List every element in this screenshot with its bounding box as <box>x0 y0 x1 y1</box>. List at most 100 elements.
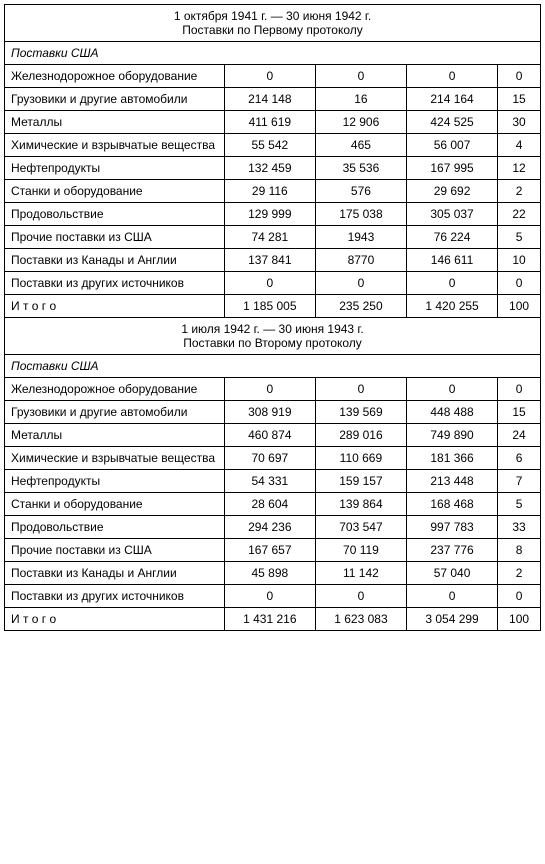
table-row: Грузовики и другие автомобили214 1481621… <box>5 88 541 111</box>
row-c3: 0 <box>406 378 497 401</box>
total-row: И т о г о1 431 2161 623 0833 054 299100 <box>5 608 541 631</box>
row-c3: 146 611 <box>406 249 497 272</box>
section-label: Поставки США <box>5 355 541 378</box>
row-c2: 289 016 <box>315 424 406 447</box>
row-c4: 5 <box>498 493 541 516</box>
row-c2: 465 <box>315 134 406 157</box>
row-label: Химические и взрывчатые вещества <box>5 134 225 157</box>
row-c1: 70 697 <box>224 447 315 470</box>
total-c2: 1 623 083 <box>315 608 406 631</box>
row-c3: 749 890 <box>406 424 497 447</box>
row-c1: 308 919 <box>224 401 315 424</box>
row-c1: 0 <box>224 378 315 401</box>
table-row: Нефтепродукты132 45935 536167 99512 <box>5 157 541 180</box>
row-label: Станки и оборудование <box>5 493 225 516</box>
row-c1: 0 <box>224 585 315 608</box>
total-c1: 1 431 216 <box>224 608 315 631</box>
row-c3: 213 448 <box>406 470 497 493</box>
row-c3: 168 468 <box>406 493 497 516</box>
table-row: Железнодорожное оборудование0000 <box>5 378 541 401</box>
row-c4: 0 <box>498 65 541 88</box>
row-label: Поставки из других источников <box>5 272 225 295</box>
row-c4: 22 <box>498 203 541 226</box>
row-label: Продовольствие <box>5 203 225 226</box>
row-c1: 45 898 <box>224 562 315 585</box>
row-c3: 214 164 <box>406 88 497 111</box>
row-c2: 8770 <box>315 249 406 272</box>
table-row: Химические и взрывчатые вещества70 69711… <box>5 447 541 470</box>
row-label: Химические и взрывчатые вещества <box>5 447 225 470</box>
row-label: Прочие поставки из США <box>5 226 225 249</box>
table-row: Металлы411 61912 906424 52530 <box>5 111 541 134</box>
row-c4: 0 <box>498 378 541 401</box>
row-c1: 214 148 <box>224 88 315 111</box>
row-c3: 0 <box>406 65 497 88</box>
row-c3: 181 366 <box>406 447 497 470</box>
row-c3: 57 040 <box>406 562 497 585</box>
table-row: Продовольствие129 999175 038305 03722 <box>5 203 541 226</box>
row-c2: 0 <box>315 65 406 88</box>
row-c3: 29 692 <box>406 180 497 203</box>
row-c4: 2 <box>498 180 541 203</box>
period-title: 1 июля 1942 г. — 30 июня 1943 г.Поставки… <box>5 318 541 355</box>
total-c1: 1 185 005 <box>224 295 315 318</box>
row-c2: 35 536 <box>315 157 406 180</box>
row-c3: 0 <box>406 272 497 295</box>
row-label: Металлы <box>5 111 225 134</box>
table-row: Станки и оборудование29 11657629 6922 <box>5 180 541 203</box>
total-c2: 235 250 <box>315 295 406 318</box>
row-c2: 576 <box>315 180 406 203</box>
period-title-line1: 1 июля 1942 г. — 30 июня 1943 г. <box>11 322 534 336</box>
row-label: Поставки из Канады и Англии <box>5 249 225 272</box>
table-row: Продовольствие294 236703 547997 78333 <box>5 516 541 539</box>
row-label: Поставки из других источников <box>5 585 225 608</box>
table-row: Поставки из Канады и Англии45 89811 1425… <box>5 562 541 585</box>
period-title-line1: 1 октября 1941 г. — 30 июня 1942 г. <box>11 9 534 23</box>
period-title: 1 октября 1941 г. — 30 июня 1942 г.Поста… <box>5 5 541 42</box>
row-c1: 460 874 <box>224 424 315 447</box>
row-c4: 4 <box>498 134 541 157</box>
row-c2: 159 157 <box>315 470 406 493</box>
row-label: Грузовики и другие автомобили <box>5 88 225 111</box>
row-c1: 28 604 <box>224 493 315 516</box>
row-label: Поставки из Канады и Англии <box>5 562 225 585</box>
table-row: Поставки из Канады и Англии137 841877014… <box>5 249 541 272</box>
row-c3: 0 <box>406 585 497 608</box>
row-c2: 12 906 <box>315 111 406 134</box>
row-label: Грузовики и другие автомобили <box>5 401 225 424</box>
row-c2: 703 547 <box>315 516 406 539</box>
row-c4: 24 <box>498 424 541 447</box>
row-c1: 411 619 <box>224 111 315 134</box>
row-label: Прочие поставки из США <box>5 539 225 562</box>
row-c4: 15 <box>498 401 541 424</box>
row-c1: 0 <box>224 272 315 295</box>
row-c1: 167 657 <box>224 539 315 562</box>
total-c4: 100 <box>498 295 541 318</box>
table-row: Нефтепродукты54 331159 157213 4487 <box>5 470 541 493</box>
row-c3: 237 776 <box>406 539 497 562</box>
row-c2: 16 <box>315 88 406 111</box>
row-c4: 0 <box>498 585 541 608</box>
row-c4: 5 <box>498 226 541 249</box>
row-c3: 56 007 <box>406 134 497 157</box>
row-label: Металлы <box>5 424 225 447</box>
row-c4: 30 <box>498 111 541 134</box>
row-c4: 7 <box>498 470 541 493</box>
row-c4: 0 <box>498 272 541 295</box>
row-c4: 12 <box>498 157 541 180</box>
table-row: Химические и взрывчатые вещества55 54246… <box>5 134 541 157</box>
table-row: Прочие поставки из США167 65770 119237 7… <box>5 539 541 562</box>
total-c3: 1 420 255 <box>406 295 497 318</box>
deliveries-table: 1 октября 1941 г. — 30 июня 1942 г. Поста… <box>4 4 541 631</box>
row-c1: 74 281 <box>224 226 315 249</box>
table-row: Металлы460 874289 016749 89024 <box>5 424 541 447</box>
row-c3: 167 995 <box>406 157 497 180</box>
total-row: И т о г о1 185 005235 2501 420 255100 <box>5 295 541 318</box>
row-c3: 305 037 <box>406 203 497 226</box>
table-row: Грузовики и другие автомобили308 919139 … <box>5 401 541 424</box>
row-c3: 997 783 <box>406 516 497 539</box>
row-c1: 132 459 <box>224 157 315 180</box>
row-c2: 139 864 <box>315 493 406 516</box>
table-row: Поставки из других источников0000 <box>5 585 541 608</box>
row-c4: 2 <box>498 562 541 585</box>
